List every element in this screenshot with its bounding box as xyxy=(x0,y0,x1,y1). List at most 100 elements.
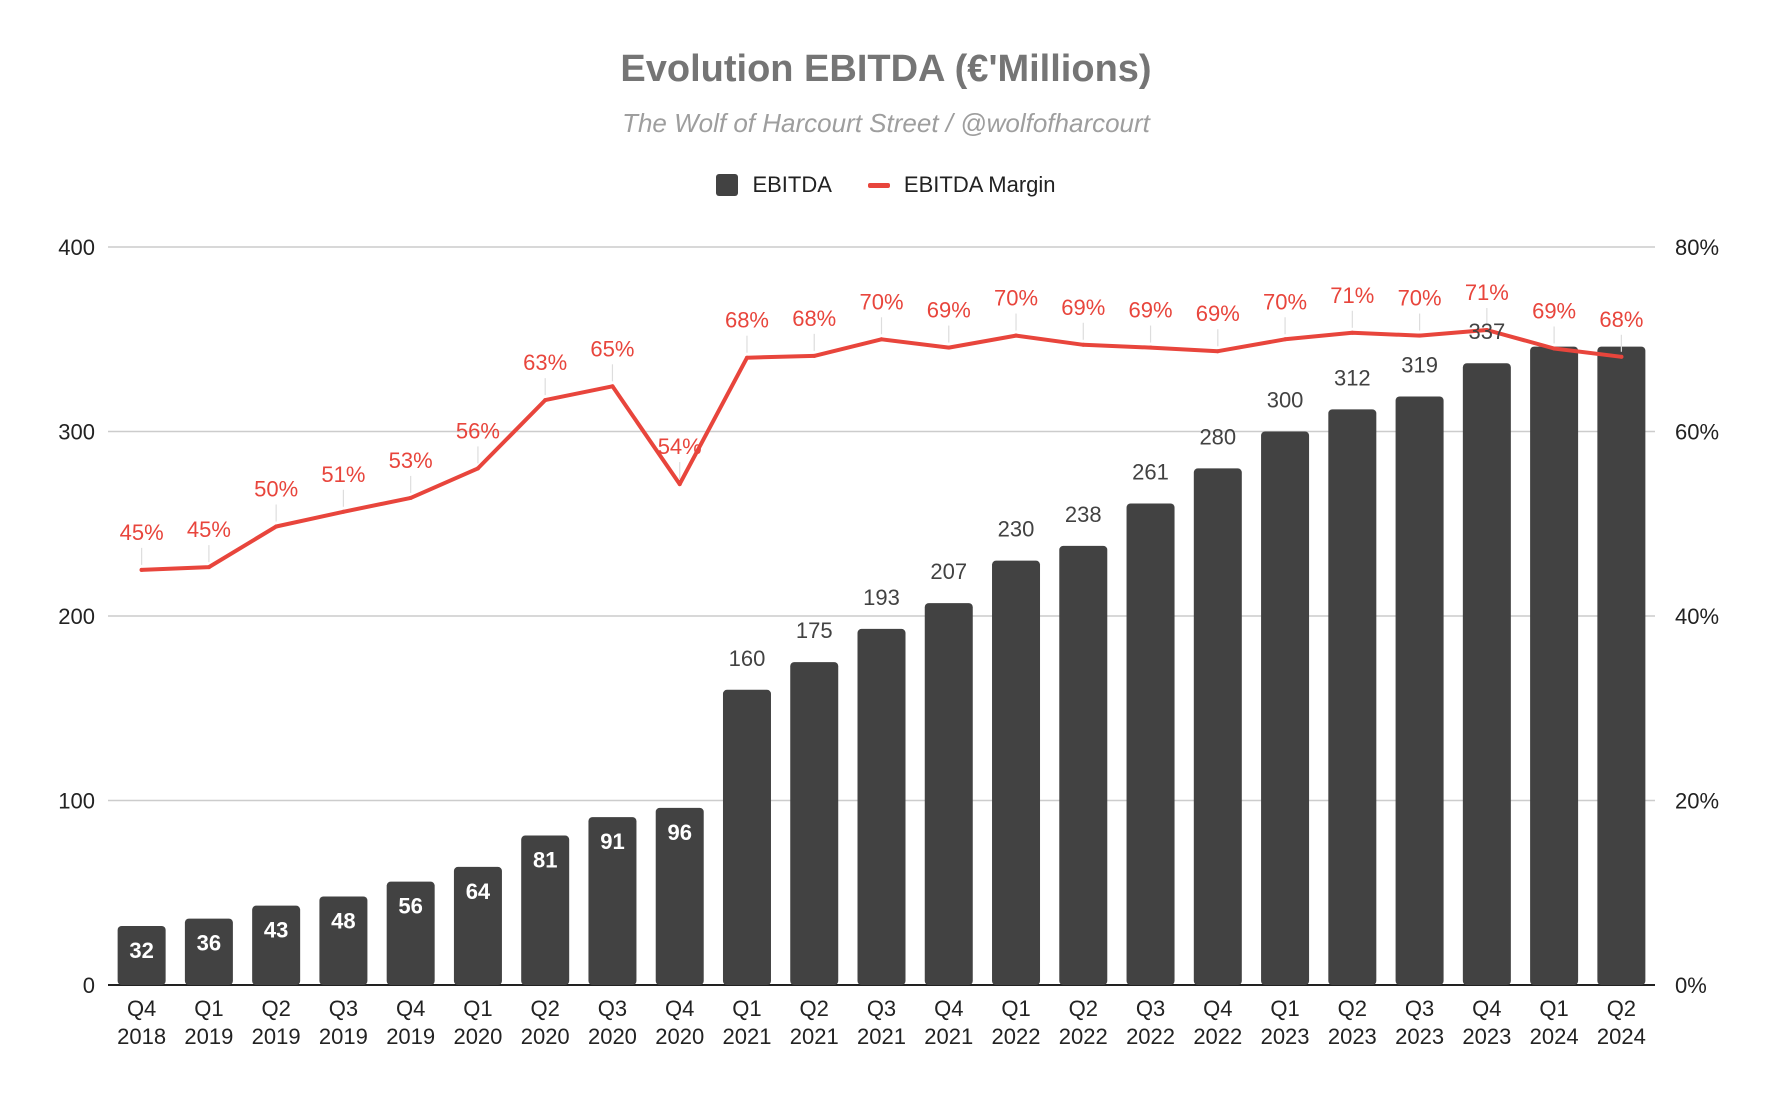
bar-data-label: 261 xyxy=(1132,459,1169,484)
line-point xyxy=(139,567,144,572)
line-point xyxy=(1148,345,1153,350)
line-point xyxy=(744,355,749,360)
x-tick-label-year: 2020 xyxy=(453,1024,502,1049)
bar xyxy=(453,866,502,985)
line-data-label: 69% xyxy=(1061,295,1105,320)
line-data-label: 70% xyxy=(994,286,1038,311)
line-point xyxy=(610,384,615,389)
bar xyxy=(857,628,906,985)
x-tick-label-year: 2023 xyxy=(1261,1024,1310,1049)
line-point xyxy=(879,337,884,342)
legend-swatch-ebitda-margin xyxy=(867,182,890,188)
x-tick-label-quarter: Q3 xyxy=(329,996,358,1021)
y-left-tick-label: 400 xyxy=(58,235,95,260)
line-point xyxy=(1484,328,1489,333)
x-tick-label-quarter: Q1 xyxy=(1539,996,1568,1021)
x-tick-label-quarter: Q1 xyxy=(1001,996,1030,1021)
x-tick-label-year: 2020 xyxy=(655,1024,704,1049)
bar-data-label: 300 xyxy=(1267,388,1304,413)
bar xyxy=(1395,396,1444,985)
chart-title: Evolution EBITDA (€'Millions) xyxy=(620,48,1152,90)
x-tick-label-quarter: Q4 xyxy=(934,996,963,1021)
bar xyxy=(655,807,704,985)
bar-data-label: 81 xyxy=(533,848,557,873)
x-tick-label-quarter: Q2 xyxy=(1338,996,1367,1021)
x-tick-label-year: 2020 xyxy=(521,1024,570,1049)
line-point xyxy=(274,524,279,529)
line-data-label: 54% xyxy=(658,434,702,459)
line-data-label: 56% xyxy=(456,418,500,443)
y-right-tick-label: 40% xyxy=(1675,604,1719,629)
line-point xyxy=(408,495,413,500)
line-data-label: 45% xyxy=(120,520,164,545)
x-tick-label-quarter: Q3 xyxy=(1405,996,1434,1021)
bar xyxy=(992,560,1041,985)
x-tick-label-quarter: Q2 xyxy=(531,996,560,1021)
line-data-label: 71% xyxy=(1465,280,1509,305)
bar-data-label: 56 xyxy=(398,894,422,919)
x-tick-label-year: 2021 xyxy=(723,1024,772,1049)
x-tick-label-quarter: Q1 xyxy=(732,996,761,1021)
line-data-label: 68% xyxy=(1599,307,1643,332)
x-tick-label-quarter: Q4 xyxy=(127,996,156,1021)
bar xyxy=(1126,503,1175,985)
x-tick-label-year: 2022 xyxy=(1126,1024,1175,1049)
bar xyxy=(1059,545,1108,985)
x-tick-label-quarter: Q4 xyxy=(1203,996,1232,1021)
legend-label-ebitda: EBITDA xyxy=(752,172,832,197)
x-tick-label-quarter: Q1 xyxy=(1270,996,1299,1021)
line-data-label: 71% xyxy=(1330,283,1374,308)
legend-swatch-ebitda xyxy=(716,174,739,196)
bar-data-label: 312 xyxy=(1334,365,1371,390)
bar xyxy=(252,905,301,985)
bar-data-label: 160 xyxy=(729,646,766,671)
line-point xyxy=(1081,342,1086,347)
x-tick-label-year: 2023 xyxy=(1395,1024,1444,1049)
bar-data-label: 207 xyxy=(930,559,967,584)
x-tick-label-quarter: Q4 xyxy=(665,996,694,1021)
bar-data-label: 91 xyxy=(600,829,624,854)
x-tick-label-year: 2022 xyxy=(1193,1024,1242,1049)
bar-data-label: 319 xyxy=(1401,352,1438,377)
legend-label-ebitda-margin: EBITDA Margin xyxy=(903,172,1056,197)
bar-data-label: 238 xyxy=(1065,502,1102,527)
line-data-label: 69% xyxy=(1196,301,1240,326)
y-right-tick-label: 80% xyxy=(1675,235,1719,260)
line-point xyxy=(1283,337,1288,342)
y-right-tick-label: 0% xyxy=(1675,973,1707,998)
bar-data-label: 36 xyxy=(197,931,221,956)
line-point xyxy=(946,345,951,350)
x-tick-label-quarter: Q3 xyxy=(1136,996,1165,1021)
x-tick-label-year: 2020 xyxy=(588,1024,637,1049)
line-point xyxy=(812,353,817,358)
line-point xyxy=(475,466,480,471)
line-point xyxy=(1014,333,1019,338)
bar xyxy=(1530,346,1579,985)
y-left-tick-label: 100 xyxy=(58,789,95,814)
bar xyxy=(924,603,973,985)
x-tick-label-quarter: Q4 xyxy=(396,996,425,1021)
line-data-label: 65% xyxy=(590,336,634,361)
x-tick-label-quarter: Q3 xyxy=(867,996,896,1021)
line-data-label: 69% xyxy=(1129,298,1173,323)
line-data-label: 45% xyxy=(187,517,231,542)
bar-data-label: 193 xyxy=(863,585,900,610)
bar-data-label: 43 xyxy=(264,918,288,943)
y-left-tick-label: 300 xyxy=(58,420,95,445)
line-data-label: 68% xyxy=(725,308,769,333)
line-data-label: 70% xyxy=(1398,286,1442,311)
line-data-label: 50% xyxy=(254,477,298,502)
chart-legend: EBITDA EBITDA Margin xyxy=(0,172,1772,198)
bar-data-label: 32 xyxy=(129,938,153,963)
x-tick-label-year: 2023 xyxy=(1462,1024,1511,1049)
x-tick-label-year: 2023 xyxy=(1328,1024,1377,1049)
bar-data-label: 64 xyxy=(466,879,491,904)
bar-data-label: 230 xyxy=(998,517,1035,542)
x-tick-label-quarter: Q1 xyxy=(194,996,223,1021)
x-tick-label-quarter: Q1 xyxy=(463,996,492,1021)
line-point xyxy=(677,482,682,487)
x-tick-label-quarter: Q2 xyxy=(1069,996,1098,1021)
line-data-label: 69% xyxy=(927,298,971,323)
line-point xyxy=(1417,333,1422,338)
